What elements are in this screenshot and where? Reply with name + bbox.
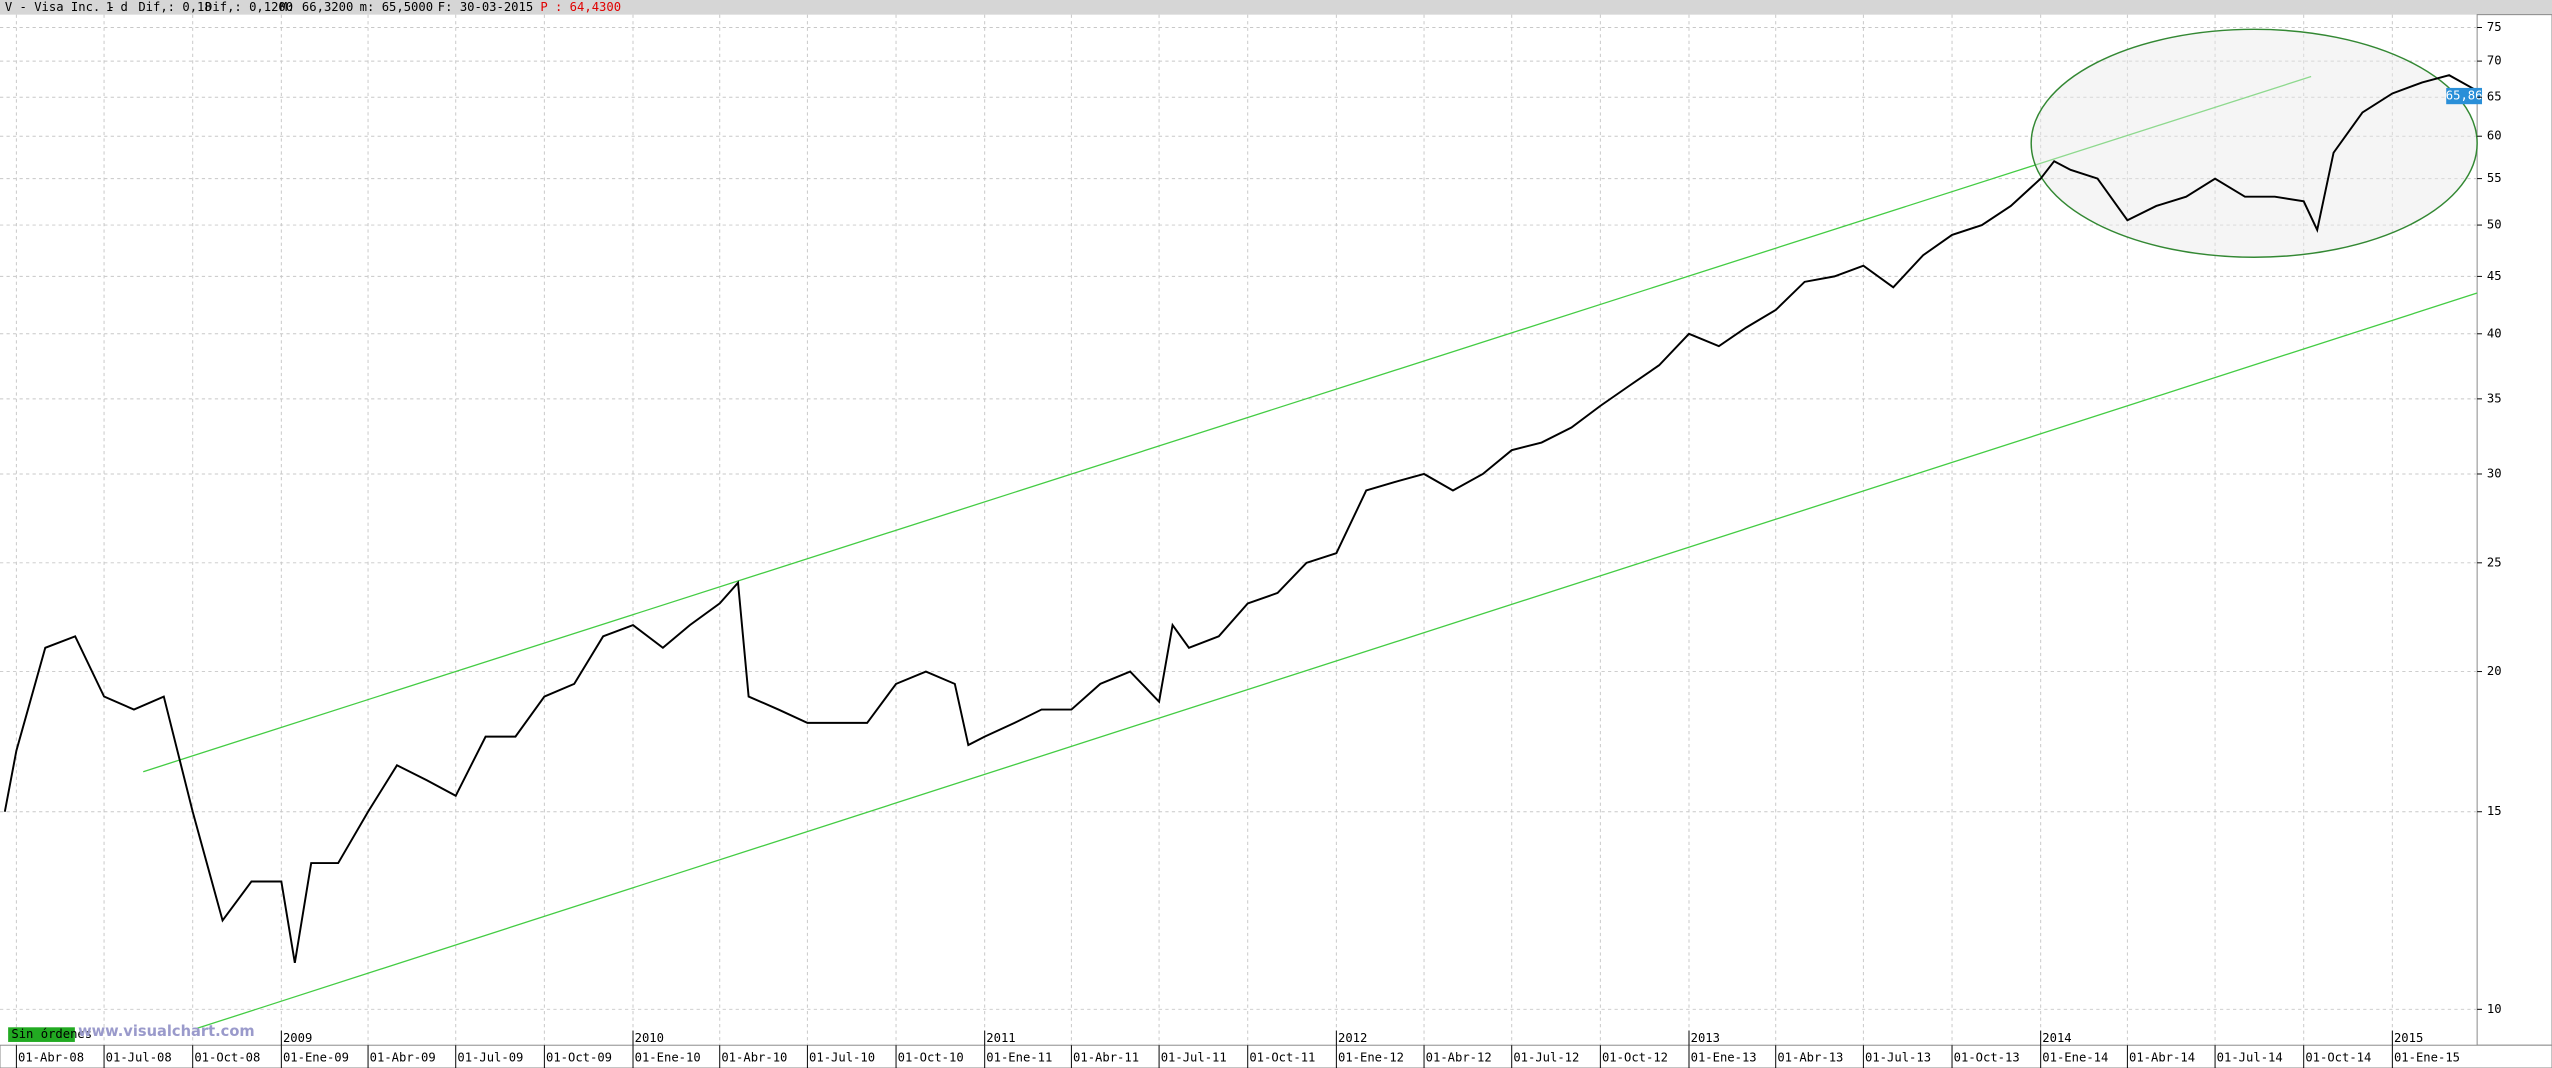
status-label: Sin órdenes [11, 1027, 92, 1041]
header-date: F: 30-03-2015 [438, 0, 533, 14]
grid [0, 14, 2478, 1046]
header-price: P : 64,4300 [540, 0, 621, 14]
x-tick-label: 01-Abr-09 [370, 1051, 436, 1065]
x-tick-label: 01-Oct-14 [2305, 1051, 2371, 1065]
y-tick-label: 10 [2487, 1002, 2502, 1016]
x-tick-label: 01-Ene-12 [1338, 1051, 1404, 1065]
header-max: M: 66,3200 [280, 0, 353, 14]
last-price-label: 65,86 [2446, 89, 2483, 103]
y-tick-label: 65 [2487, 90, 2502, 104]
y-tick-label: 25 [2487, 555, 2502, 569]
x-tick-label: 01-Jul-12 [1513, 1051, 1579, 1065]
header-period: 1 d [106, 0, 128, 14]
x-tick-label: 01-Abr-08 [18, 1051, 84, 1065]
y-tick-label: 70 [2487, 54, 2502, 68]
x-tick-label: 01-Jul-10 [809, 1051, 875, 1065]
y-tick-label: 45 [2487, 269, 2502, 283]
x-tick-label: 01-Ene-09 [283, 1051, 349, 1065]
header-symbol: V - Visa Inc. - [5, 0, 115, 14]
y-tick-label: 55 [2487, 171, 2502, 185]
y-tick-label: 30 [2487, 466, 2502, 480]
channel-lower [195, 292, 2478, 1030]
x-tick-label: 01-Ene-13 [1691, 1051, 1757, 1065]
header-dif: Dif,: 0,1200 [205, 0, 293, 14]
y-tick-label: 20 [2487, 664, 2502, 678]
y-tick-label: 75 [2487, 20, 2502, 34]
x-tick-label: 01-Jul-09 [457, 1051, 523, 1065]
year-tick-label: 2011 [986, 1031, 1015, 1045]
channel-upper [143, 75, 2312, 773]
x-tick-label: 01-Jul-13 [1865, 1051, 1931, 1065]
x-tick-label: 01-Oct-10 [898, 1051, 964, 1065]
header-min: m: 65,5000 [360, 0, 433, 14]
x-tick-label: 01-Ene-10 [635, 1051, 701, 1065]
y-tick-label: 15 [2487, 804, 2502, 818]
x-tick-label: 01-Abr-14 [2129, 1051, 2195, 1065]
watermark: www.visualchart.com [78, 1023, 255, 1040]
x-tick-label: 01-Abr-10 [721, 1051, 787, 1065]
year-tick-label: 2015 [2394, 1031, 2423, 1045]
y-tick-label: 35 [2487, 391, 2502, 405]
header: V - Visa Inc. - 1 d Dif,: 0,18 Dif,: 0,1… [5, 0, 621, 14]
y-axis-panel [2476, 14, 2552, 1046]
x-tick-label: 01-Abr-13 [1777, 1051, 1843, 1065]
x-tick-label: 01-Ene-11 [986, 1051, 1052, 1065]
year-tick-label: 2010 [635, 1031, 664, 1045]
x-tick-label: 01-Oct-12 [1602, 1051, 1668, 1065]
highlight-ellipse [2030, 28, 2478, 258]
x-tick-label: 01-Oct-09 [546, 1051, 612, 1065]
x-tick-label: 01-Oct-13 [1954, 1051, 2020, 1065]
x-tick-label: 01-Abr-12 [1426, 1051, 1492, 1065]
x-tick-label: 01-Ene-15 [2394, 1051, 2460, 1065]
x-tick-label: 01-Jul-08 [106, 1051, 172, 1065]
x-tick-label: 01-Oct-11 [1249, 1051, 1315, 1065]
price-line [3, 74, 2478, 964]
year-tick-label: 2013 [1691, 1031, 1720, 1045]
status-box [8, 1027, 75, 1042]
year-tick-label: 2012 [1338, 1031, 1367, 1045]
year-tick-label: 2014 [2042, 1031, 2071, 1045]
x-tick-label: 01-Oct-08 [194, 1051, 260, 1065]
header-dif-pct: Dif,: 0,18 [138, 0, 211, 14]
x-axis-panel [0, 1044, 2552, 1068]
x-tick-label: 01-Jul-11 [1161, 1051, 1227, 1065]
plot [3, 74, 2478, 964]
y-tick-label: 40 [2487, 326, 2502, 340]
x-tick-label: 01-Jul-14 [2217, 1051, 2283, 1065]
x-tick-label: 01-Ene-14 [2042, 1051, 2108, 1065]
x-tick-label: 01-Abr-11 [1073, 1051, 1139, 1065]
header-bar [0, 0, 2552, 15]
y-tick-label: 60 [2487, 129, 2502, 143]
y-tick-label: 50 [2487, 218, 2502, 232]
year-tick-label: 2009 [283, 1031, 312, 1045]
last-price-box [2446, 87, 2483, 105]
